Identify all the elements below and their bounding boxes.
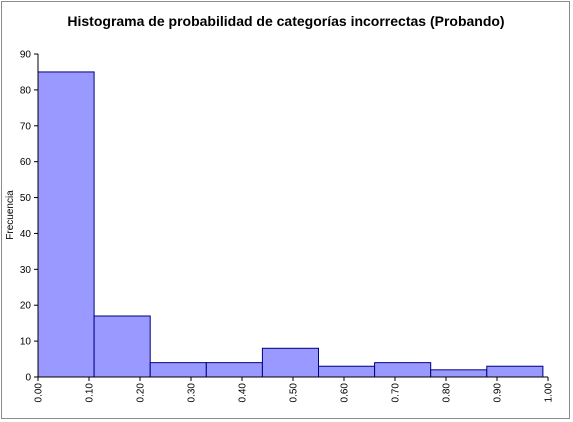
- x-ticks-group: 0.00 0.10 0.20 0.30 0.40 0.50 0.60 0.70 0.80 0.90…: [34, 377, 555, 402]
- histogram-bar-7: [430, 369, 488, 378]
- x-tick-label-0: 0.00: [34, 383, 45, 403]
- histogram-bar-0: [37, 71, 95, 378]
- y-tick-label-1: 10: [20, 337, 32, 348]
- x-tick-label-10: 1.00: [544, 383, 555, 403]
- y-tick-label-8: 80: [20, 85, 32, 96]
- y-tick-label-7: 70: [20, 121, 32, 132]
- histogram-bar-5: [318, 365, 376, 378]
- x-tick-label-9: 0.90: [493, 383, 504, 403]
- x-tick-label-6: 0.60: [340, 383, 351, 403]
- y-ticks-group: 0 10 20 30 40 50 60 70 80 90: [20, 50, 38, 384]
- histogram-bar-6: [374, 362, 432, 378]
- x-tick-label-8: 0.80: [442, 383, 453, 403]
- histogram-bar-3: [205, 362, 263, 378]
- y-tick-label-5: 50: [20, 193, 32, 204]
- y-tick-label-2: 20: [20, 301, 32, 312]
- y-tick-label-0: 0: [25, 373, 31, 384]
- y-tick-label-9: 90: [20, 50, 32, 61]
- x-tick-label-4: 0.40: [238, 383, 249, 403]
- x-tick-label-1: 0.10: [85, 383, 96, 403]
- histogram-bar-1: [93, 315, 151, 378]
- y-tick-label-6: 60: [20, 157, 32, 168]
- y-tick-label-3: 30: [20, 265, 32, 276]
- y-axis-label: Frecuencia: [5, 190, 16, 240]
- y-tick-label-4: 40: [20, 229, 32, 240]
- chart-title: Histograma de probabilidad de categorías…: [67, 13, 504, 29]
- bars-group: [37, 71, 544, 378]
- x-tick-label-5: 0.50: [289, 383, 300, 403]
- x-tick-label-3: 0.30: [187, 383, 198, 403]
- histogram-bar-8: [486, 365, 544, 378]
- x-tick-label-7: 0.70: [391, 383, 402, 403]
- histogram-bar-4: [261, 347, 319, 378]
- histogram-bar-2: [149, 362, 207, 378]
- x-tick-label-2: 0.20: [136, 383, 147, 403]
